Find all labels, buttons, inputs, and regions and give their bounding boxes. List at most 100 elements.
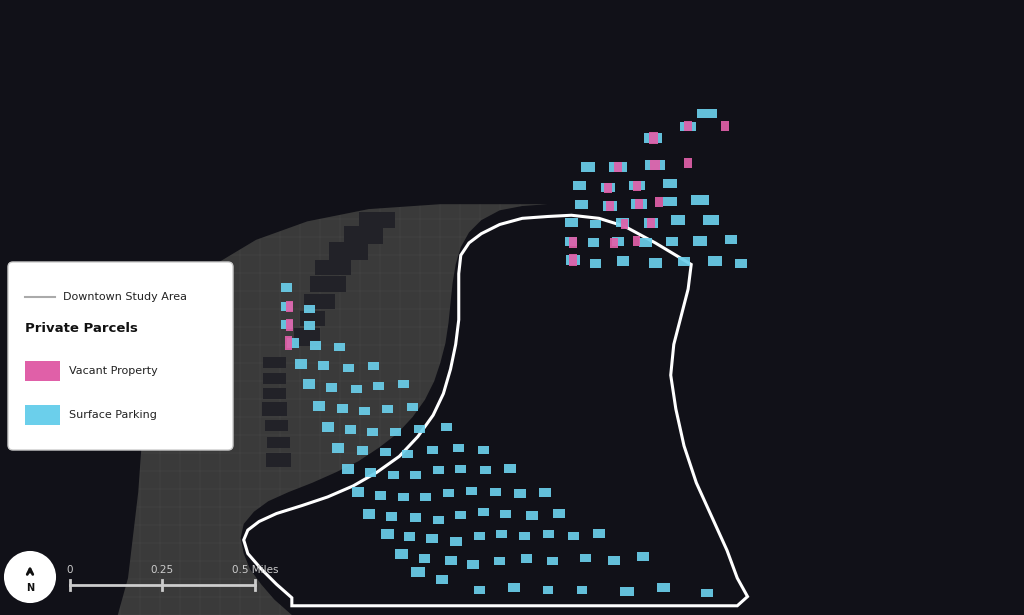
- Bar: [304, 294, 335, 309]
- Bar: [411, 514, 421, 522]
- Bar: [608, 557, 621, 565]
- Bar: [480, 466, 490, 475]
- FancyBboxPatch shape: [8, 262, 233, 450]
- Bar: [388, 470, 398, 479]
- Bar: [478, 507, 488, 516]
- Text: Vacant Property: Vacant Property: [69, 366, 158, 376]
- Bar: [620, 587, 634, 596]
- Bar: [548, 557, 558, 565]
- Bar: [374, 382, 384, 391]
- Bar: [344, 226, 383, 244]
- Circle shape: [5, 552, 55, 602]
- Bar: [631, 199, 647, 209]
- Bar: [342, 464, 354, 474]
- Bar: [411, 567, 425, 577]
- Bar: [501, 509, 511, 518]
- Bar: [568, 532, 579, 541]
- Bar: [381, 529, 393, 539]
- Bar: [433, 515, 443, 524]
- Bar: [591, 259, 601, 268]
- Bar: [433, 466, 443, 475]
- Bar: [332, 443, 344, 453]
- Bar: [454, 443, 464, 452]
- Bar: [309, 277, 346, 292]
- Bar: [604, 183, 612, 192]
- Bar: [684, 121, 692, 131]
- Bar: [456, 511, 466, 520]
- Bar: [639, 239, 651, 247]
- Bar: [526, 511, 539, 520]
- Text: Downtown Study Area: Downtown Study Area: [63, 292, 187, 302]
- Bar: [573, 181, 586, 190]
- Bar: [395, 549, 408, 558]
- Bar: [539, 488, 551, 496]
- Bar: [650, 160, 660, 170]
- Bar: [25, 361, 60, 381]
- Bar: [609, 162, 628, 172]
- Bar: [569, 237, 578, 248]
- Bar: [589, 239, 599, 247]
- Bar: [369, 362, 379, 370]
- Bar: [553, 509, 565, 518]
- Bar: [327, 383, 337, 392]
- Bar: [603, 201, 617, 211]
- Bar: [612, 237, 625, 245]
- Bar: [304, 322, 314, 330]
- Bar: [335, 343, 345, 352]
- Bar: [329, 242, 368, 260]
- Bar: [610, 238, 618, 248]
- Bar: [577, 586, 587, 595]
- Bar: [633, 181, 641, 191]
- Bar: [343, 363, 353, 372]
- Bar: [504, 464, 516, 473]
- Bar: [415, 425, 425, 434]
- Bar: [593, 530, 605, 538]
- Bar: [700, 589, 713, 598]
- Bar: [315, 260, 350, 276]
- Bar: [390, 427, 400, 436]
- Bar: [286, 336, 292, 350]
- Bar: [456, 464, 466, 473]
- Bar: [544, 530, 554, 538]
- Bar: [616, 218, 629, 227]
- Bar: [287, 338, 299, 348]
- Bar: [444, 557, 457, 565]
- Bar: [606, 201, 614, 211]
- Bar: [696, 109, 717, 118]
- Bar: [655, 197, 664, 207]
- Bar: [436, 575, 449, 584]
- Bar: [649, 258, 662, 268]
- Bar: [657, 583, 670, 592]
- Bar: [337, 405, 347, 413]
- Bar: [497, 530, 507, 538]
- Bar: [663, 197, 677, 206]
- Bar: [310, 341, 321, 350]
- Bar: [304, 304, 314, 313]
- Text: 0.25: 0.25: [151, 565, 173, 575]
- Bar: [404, 532, 415, 541]
- Bar: [351, 384, 361, 393]
- Bar: [591, 220, 601, 229]
- Bar: [420, 554, 430, 563]
- Bar: [543, 586, 553, 595]
- Bar: [565, 237, 578, 245]
- Bar: [678, 257, 690, 266]
- Bar: [303, 379, 315, 389]
- Bar: [426, 534, 438, 543]
- Bar: [295, 359, 307, 369]
- Bar: [649, 132, 657, 145]
- Bar: [637, 552, 649, 561]
- Bar: [427, 446, 437, 454]
- Bar: [352, 487, 365, 497]
- Bar: [318, 362, 329, 370]
- Bar: [581, 554, 591, 563]
- Bar: [421, 493, 431, 501]
- Bar: [614, 162, 623, 172]
- Bar: [519, 532, 529, 541]
- Bar: [368, 427, 378, 436]
- Bar: [380, 448, 390, 456]
- Bar: [359, 407, 370, 415]
- Bar: [569, 253, 578, 266]
- Text: Private Parcels: Private Parcels: [25, 322, 138, 336]
- Bar: [376, 491, 386, 499]
